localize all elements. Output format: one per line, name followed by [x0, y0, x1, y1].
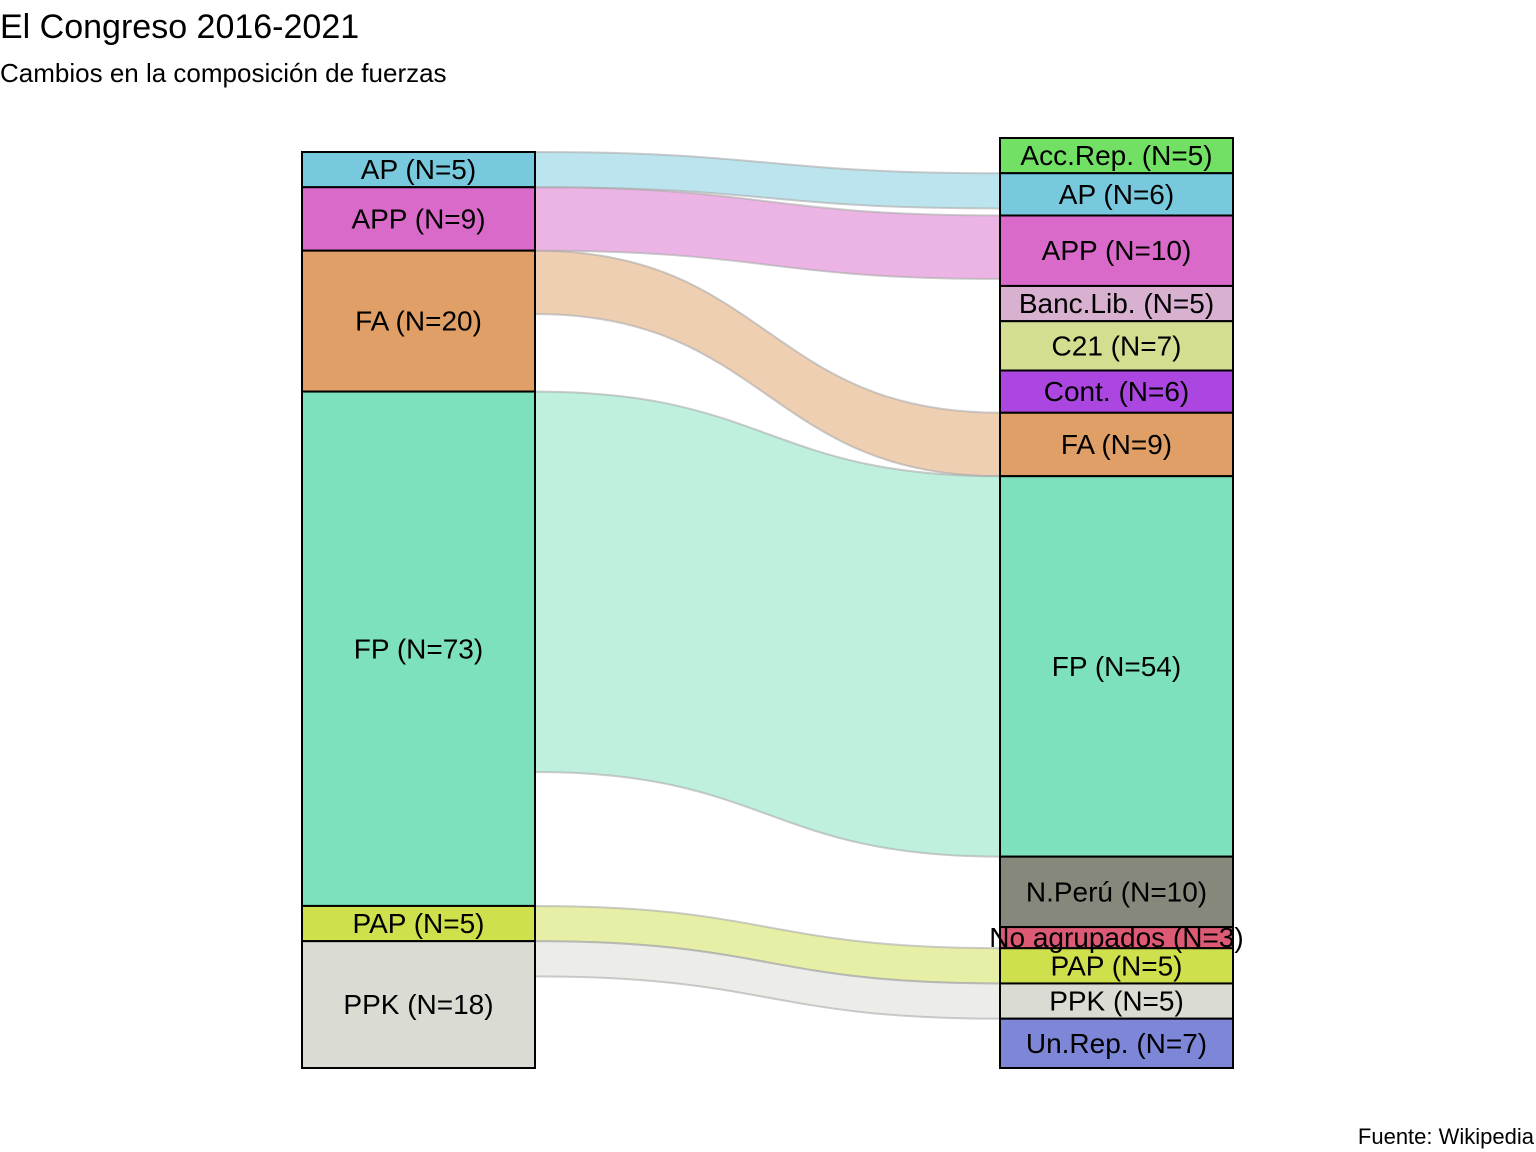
right-node-label-noagr: No agrupados (N=3) [989, 922, 1243, 953]
source-caption: Fuente: Wikipedia [1357, 1124, 1534, 1149]
right-node-label-pap: PAP (N=5) [1050, 950, 1182, 981]
flows-layer [534, 150, 1001, 1020]
left-node-ap [301, 151, 536, 189]
labels-layer: AP (N=5) APP (N=9) FA (N=20) FP (N=73) PAP (… [343, 140, 1243, 1059]
left-node-label-ppk: PPK (N=18) [343, 989, 493, 1020]
left-node-pap [301, 904, 536, 943]
right-node-fp [999, 475, 1234, 858]
left-node-label-fa: FA (N=20) [355, 306, 482, 337]
right-node-pap [999, 947, 1234, 985]
nodes-layer [301, 137, 1234, 1070]
chart-subtitle: Cambios en la composición de fuerzas [0, 58, 447, 88]
left-node-ppk [301, 940, 536, 1070]
left-node-label-app: APP (N=9) [351, 203, 485, 234]
right-node-fa [999, 411, 1234, 478]
left-node-label-pap: PAP (N=5) [352, 908, 484, 939]
right-node-accrep [999, 137, 1234, 175]
right-node-label-app: APP (N=10) [1042, 235, 1192, 266]
left-node-fa [301, 249, 536, 393]
right-node-app [999, 214, 1234, 287]
right-node-unrep [999, 1017, 1234, 1070]
right-node-label-unrep: Un.Rep. (N=7) [1026, 1028, 1207, 1059]
right-node-label-cont: Cont. (N=6) [1044, 376, 1190, 407]
right-node-label-fp: FP (N=54) [1052, 651, 1181, 682]
left-node-label-fp: FP (N=73) [354, 633, 483, 664]
chart-title: El Congreso 2016-2021 [0, 8, 360, 46]
right-node-cont [999, 369, 1234, 414]
right-node-label-banclib: Banc.Lib. (N=5) [1019, 288, 1214, 319]
left-node-label-ap: AP (N=5) [361, 154, 476, 185]
right-node-label-accrep: Acc.Rep. (N=5) [1020, 140, 1212, 171]
right-node-nperu [999, 855, 1234, 929]
right-node-label-ppk: PPK (N=5) [1049, 986, 1184, 1017]
right-node-label-c21: C21 (N=7) [1052, 330, 1182, 361]
right-node-label-fa: FA (N=9) [1061, 429, 1172, 460]
right-node-c21 [999, 320, 1234, 372]
right-node-label-nperu: N.Perú (N=10) [1026, 876, 1207, 907]
right-node-label-ap: AP (N=6) [1059, 179, 1174, 210]
